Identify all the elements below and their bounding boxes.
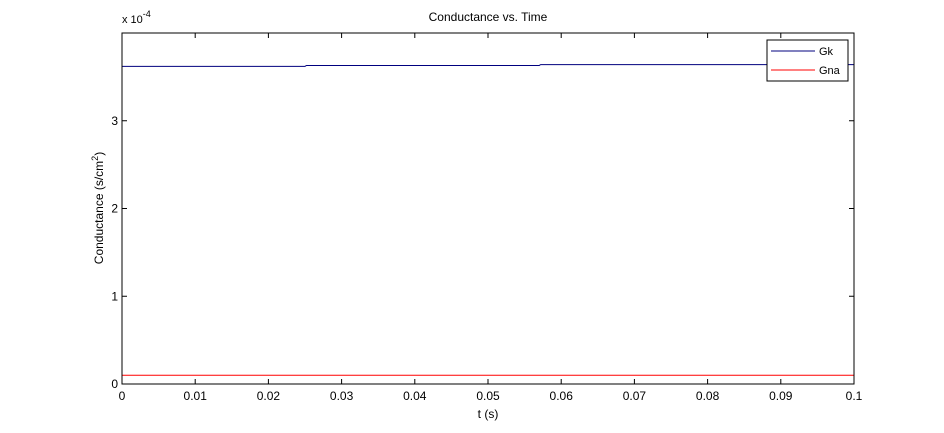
x-tick-label: 0.02: [257, 389, 281, 403]
x-tick-label: 0.01: [184, 389, 208, 403]
y-axis-label-prefix: Conductance (s/cm: [92, 161, 106, 264]
series-line-gk: [122, 64, 854, 67]
x-tick-label: 0: [119, 389, 126, 403]
y-tick-label: 2: [111, 202, 118, 216]
x-tick-label: 0.1: [846, 389, 863, 403]
y-multiplier-exp: -4: [143, 9, 151, 19]
x-tick-label: 0.05: [476, 389, 500, 403]
legend: Gk Gna: [766, 39, 849, 82]
y-tick-label: 3: [111, 114, 118, 128]
x-tick-label: 0.07: [623, 389, 647, 403]
plot-area: [122, 33, 854, 384]
x-tick-label: 0.04: [403, 389, 427, 403]
y-multiplier-base: x 10: [122, 14, 143, 26]
y-ticks: 0 1 2 3: [111, 114, 854, 391]
legend-label-gk: Gk: [819, 46, 834, 58]
x-ticks: 0 0.01 0.02 0.03 0.04 0.05 0.06 0.07 0.08 0.09 0.1: [119, 33, 863, 403]
y-axis-label-suffix: ): [92, 152, 106, 156]
y-multiplier: x 10-4: [122, 9, 151, 26]
series-lines: [122, 64, 854, 376]
legend-label-gna: Gna: [819, 65, 841, 77]
x-tick-label: 0.03: [330, 389, 354, 403]
chart-title: Conductance vs. Time: [429, 10, 548, 24]
y-tick-label: 1: [111, 289, 118, 303]
y-axis-label: Conductance (s/cm2): [90, 152, 106, 264]
x-tick-label: 0.08: [696, 389, 720, 403]
x-tick-label: 0.09: [769, 389, 793, 403]
y-axis-label-sup: 2: [90, 156, 100, 161]
y-tick-label: 0: [111, 377, 118, 391]
legend-box: [766, 39, 849, 82]
x-axis-label: t (s): [478, 407, 499, 421]
x-tick-label: 0.06: [550, 389, 574, 403]
